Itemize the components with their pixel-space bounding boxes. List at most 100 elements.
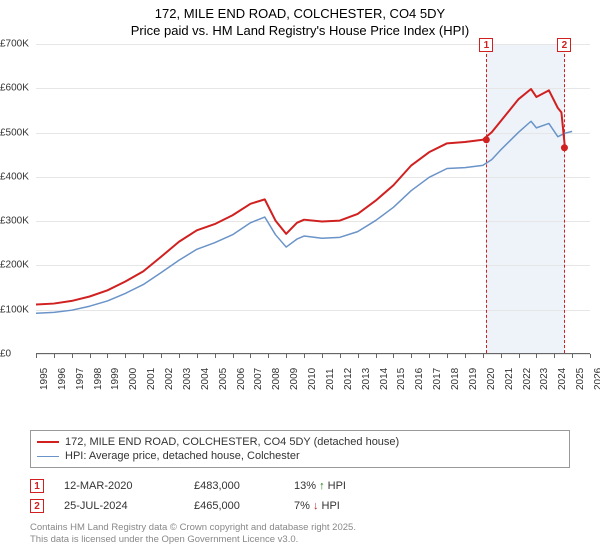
- xtick-label: 1995: [39, 368, 50, 390]
- x-axis-ticks: 1995 1996 1997 1998 1999 2000 2001 2002 2003 2004…: [36, 354, 590, 394]
- ytick-label: £200K: [0, 260, 34, 271]
- xtick-label: 2002: [164, 368, 175, 390]
- ytick-label: £700K: [0, 39, 34, 50]
- xtick-mark: [393, 354, 394, 358]
- sale-price-1: £483,000: [194, 480, 274, 492]
- legend-swatch-price-paid: [37, 441, 59, 443]
- title-line-2: Price paid vs. HM Land Registry's House …: [0, 23, 600, 40]
- xtick-mark: [161, 354, 162, 358]
- sale-delta-1: 13% ↑ HPI: [294, 480, 384, 492]
- sale-row-1: 1 12-MAR-2020 £483,000 13% ↑ HPI: [30, 476, 570, 496]
- xtick-label: 2016: [414, 368, 425, 390]
- xtick-label: 2007: [253, 368, 264, 390]
- xtick-mark: [250, 354, 251, 358]
- xtick-mark: [536, 354, 537, 358]
- xtick-label: 2012: [343, 368, 354, 390]
- series-lines: [36, 44, 590, 353]
- marker-dot: [483, 136, 490, 143]
- xtick-label: 2009: [289, 368, 300, 390]
- xtick-label: 2022: [522, 368, 533, 390]
- xtick-label: 2005: [218, 368, 229, 390]
- series-price_paid: [36, 89, 565, 304]
- xtick-label: 2023: [539, 368, 550, 390]
- ytick-label: £400K: [0, 171, 34, 182]
- xtick-mark: [483, 354, 484, 358]
- sale-marker-icon-2: 2: [30, 499, 44, 513]
- xtick-mark: [411, 354, 412, 358]
- xtick-label: 2021: [504, 368, 515, 390]
- xtick-label: 1998: [93, 368, 104, 390]
- sale-date-2: 25-JUL-2024: [64, 500, 174, 512]
- xtick-label: 2014: [379, 368, 390, 390]
- xtick-label: 2011: [325, 368, 336, 390]
- xtick-label: 2013: [361, 368, 372, 390]
- ytick-label: £300K: [0, 216, 34, 227]
- ytick-label: £100K: [0, 304, 34, 315]
- xtick-mark: [465, 354, 466, 358]
- xtick-label: 2015: [396, 368, 407, 390]
- xtick-mark: [36, 354, 37, 358]
- xtick-label: 2020: [486, 368, 497, 390]
- xtick-label: 2000: [128, 368, 139, 390]
- xtick-mark: [54, 354, 55, 358]
- footnote-line-2: This data is licensed under the Open Gov…: [30, 534, 570, 546]
- xtick-mark: [179, 354, 180, 358]
- sale-row-2: 2 25-JUL-2024 £465,000 7% ↓ HPI: [30, 496, 570, 516]
- xtick-mark: [143, 354, 144, 358]
- xtick-label: 2025: [575, 368, 586, 390]
- xtick-mark: [304, 354, 305, 358]
- xtick-mark: [107, 354, 108, 358]
- sale-delta-2: 7% ↓ HPI: [294, 500, 384, 512]
- chart-container: 172, MILE END ROAD, COLCHESTER, CO4 5DY …: [0, 0, 600, 560]
- xtick-label: 2003: [182, 368, 193, 390]
- xtick-label: 1997: [75, 368, 86, 390]
- legend-label-hpi: HPI: Average price, detached house, Colc…: [65, 450, 300, 462]
- xtick-label: 2008: [271, 368, 282, 390]
- xtick-mark: [590, 354, 591, 358]
- xtick-mark: [501, 354, 502, 358]
- xtick-mark: [125, 354, 126, 358]
- xtick-label: 1996: [57, 368, 68, 390]
- xtick-mark: [572, 354, 573, 358]
- xtick-mark: [197, 354, 198, 358]
- xtick-label: 2017: [432, 368, 443, 390]
- xtick-mark: [519, 354, 520, 358]
- xtick-label: 2019: [468, 368, 479, 390]
- xtick-label: 2018: [450, 368, 461, 390]
- legend-footer-block: 172, MILE END ROAD, COLCHESTER, CO4 5DY …: [30, 430, 570, 547]
- legend-swatch-hpi: [37, 456, 59, 457]
- xtick-mark: [429, 354, 430, 358]
- xtick-label: 2024: [557, 368, 568, 390]
- legend-item-price-paid: 172, MILE END ROAD, COLCHESTER, CO4 5DY …: [37, 435, 563, 449]
- xtick-mark: [447, 354, 448, 358]
- xtick-mark: [215, 354, 216, 358]
- xtick-label: 1999: [110, 368, 121, 390]
- xtick-label: 2010: [307, 368, 318, 390]
- xtick-mark: [322, 354, 323, 358]
- legend-box: 172, MILE END ROAD, COLCHESTER, CO4 5DY …: [30, 430, 570, 468]
- legend-label-price-paid: 172, MILE END ROAD, COLCHESTER, CO4 5DY …: [65, 436, 399, 448]
- xtick-mark: [268, 354, 269, 358]
- xtick-mark: [286, 354, 287, 358]
- xtick-mark: [233, 354, 234, 358]
- xtick-mark: [358, 354, 359, 358]
- chart-title: 172, MILE END ROAD, COLCHESTER, CO4 5DY …: [0, 0, 600, 40]
- xtick-label: 2004: [200, 368, 211, 390]
- sale-price-2: £465,000: [194, 500, 274, 512]
- ytick-label: £600K: [0, 83, 34, 94]
- xtick-mark: [376, 354, 377, 358]
- plot-wrap: £0£100K£200K£300K£400K£500K£600K£700K12 …: [0, 44, 600, 384]
- ytick-label: £500K: [0, 127, 34, 138]
- xtick-mark: [72, 354, 73, 358]
- title-line-1: 172, MILE END ROAD, COLCHESTER, CO4 5DY: [0, 6, 600, 23]
- marker-dot: [561, 144, 568, 151]
- xtick-mark: [554, 354, 555, 358]
- legend-item-hpi: HPI: Average price, detached house, Colc…: [37, 449, 563, 463]
- footnote: Contains HM Land Registry data © Crown c…: [30, 522, 570, 547]
- plot-area: £0£100K£200K£300K£400K£500K£600K£700K12: [36, 44, 590, 354]
- sale-marker-icon-1: 1: [30, 479, 44, 493]
- xtick-mark: [90, 354, 91, 358]
- xtick-label: 2026: [593, 368, 600, 390]
- xtick-label: 2001: [146, 368, 157, 390]
- footnote-line-1: Contains HM Land Registry data © Crown c…: [30, 522, 570, 534]
